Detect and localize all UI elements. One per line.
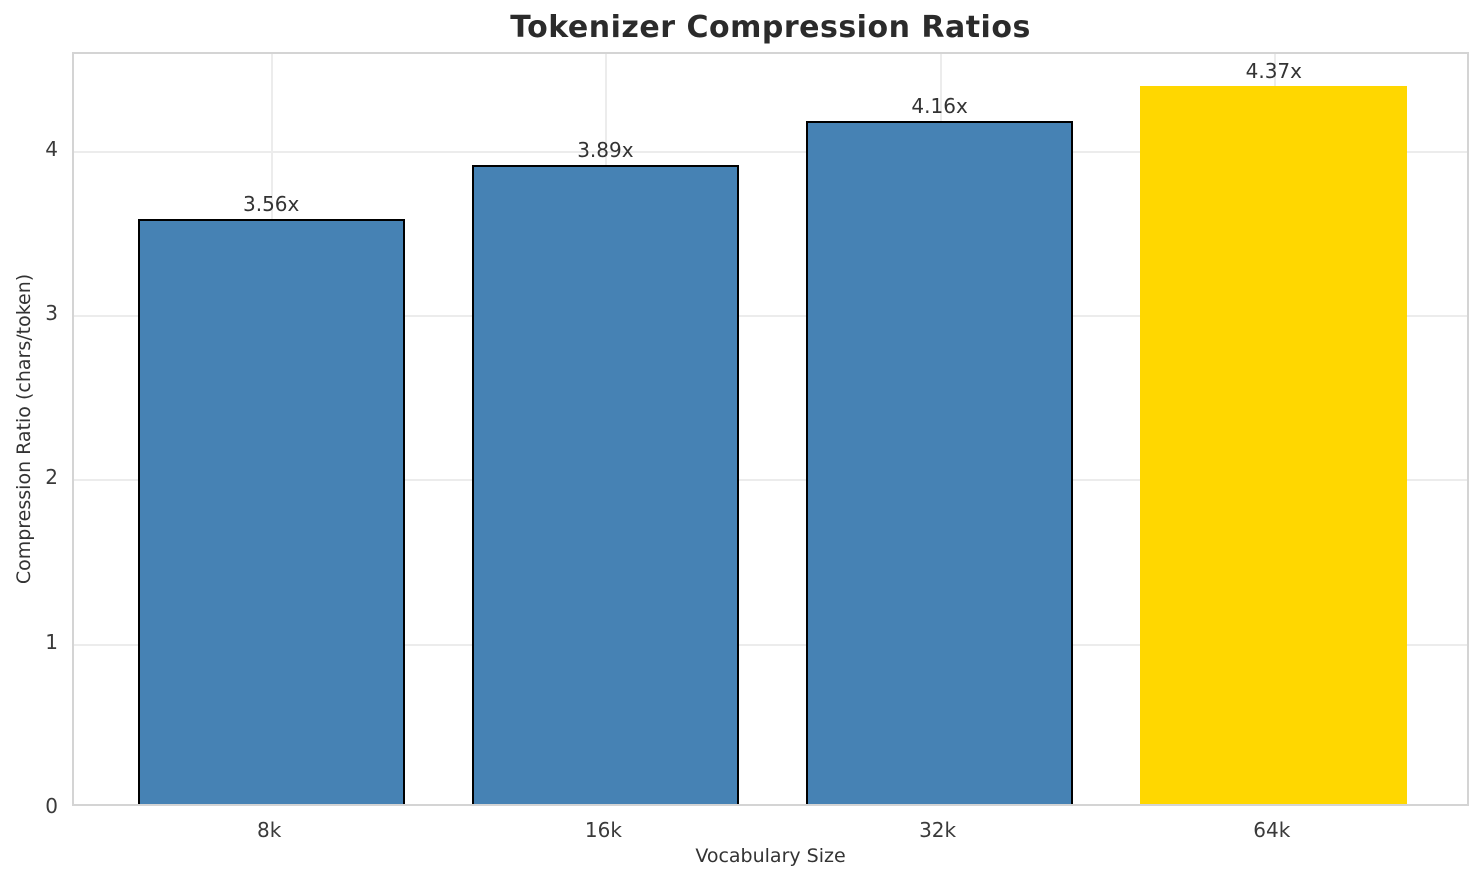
bar-8k: [137, 219, 405, 804]
x-tick-label: 32k: [919, 818, 957, 842]
x-tick-label: 64k: [1253, 818, 1291, 842]
y-tick-label: 1: [45, 629, 58, 654]
y-gridline: [74, 150, 1467, 153]
plot-area: 3.56x 3.89x 4.16x 4.37x: [72, 52, 1469, 806]
x-tick-label: 8k: [257, 818, 282, 842]
bars-layer: 3.56x 3.89x 4.16x 4.37x: [74, 54, 1467, 804]
y-tick-label: 3: [45, 301, 58, 326]
y-tick-label: 4: [45, 136, 58, 161]
y-tick-label: 2: [45, 465, 58, 490]
bar-16k: [471, 165, 740, 804]
y-gridline: [74, 643, 1467, 646]
chart-title: Tokenizer Compression Ratios: [510, 10, 1031, 45]
bar-64k: [1140, 86, 1408, 804]
x-axis-label: Vocabulary Size: [695, 845, 846, 867]
bar-value-label: 4.16x: [911, 93, 968, 118]
bar-value-label: 4.37x: [1245, 59, 1302, 84]
bar-value-label: 3.56x: [242, 192, 300, 217]
y-gridline: [74, 479, 1467, 482]
bar-value-label: 3.89x: [577, 137, 634, 162]
x-tick-label: 16k: [584, 818, 622, 842]
bar-32k: [805, 120, 1074, 804]
y-tick-label: 0: [45, 794, 58, 818]
y-gridline: [74, 315, 1467, 318]
